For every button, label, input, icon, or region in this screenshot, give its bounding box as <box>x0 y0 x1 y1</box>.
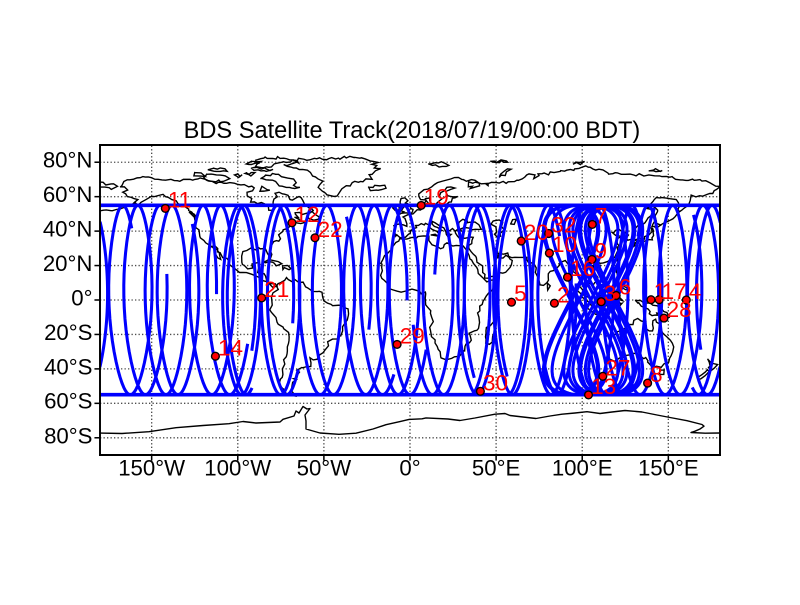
svg-text:50°W: 50°W <box>297 455 352 480</box>
svg-text:28: 28 <box>667 297 692 322</box>
svg-text:40°N: 40°N <box>43 217 93 242</box>
svg-text:20: 20 <box>524 220 549 245</box>
svg-text:16: 16 <box>570 256 595 281</box>
svg-text:0°: 0° <box>71 286 92 311</box>
svg-text:10: 10 <box>552 232 577 257</box>
svg-text:BDS Satellite Track(2018/07/19: BDS Satellite Track(2018/07/19/00:00 BDT… <box>184 118 641 144</box>
svg-text:21: 21 <box>264 277 289 302</box>
svg-text:32: 32 <box>551 213 576 238</box>
svg-text:100°W: 100°W <box>204 455 271 480</box>
svg-text:2: 2 <box>557 282 570 307</box>
svg-text:5: 5 <box>514 281 527 306</box>
svg-text:30: 30 <box>483 370 508 395</box>
svg-text:20°N: 20°N <box>43 251 93 276</box>
svg-text:13: 13 <box>591 374 616 399</box>
svg-text:40°S: 40°S <box>44 354 92 379</box>
svg-text:150°E: 150°E <box>638 455 699 480</box>
svg-text:22: 22 <box>318 217 343 242</box>
svg-text:60°N: 60°N <box>43 182 93 207</box>
svg-text:60°S: 60°S <box>44 389 92 414</box>
svg-text:11: 11 <box>168 188 191 213</box>
svg-text:19: 19 <box>424 184 449 209</box>
svg-text:17: 17 <box>662 279 687 304</box>
svg-text:100°E: 100°E <box>552 455 613 480</box>
svg-text:150°W: 150°W <box>118 455 185 480</box>
svg-text:50°E: 50°E <box>472 455 520 480</box>
svg-text:20°S: 20°S <box>44 320 92 345</box>
svg-text:9: 9 <box>594 238 607 263</box>
svg-text:12: 12 <box>295 202 320 227</box>
svg-text:1: 1 <box>654 279 667 304</box>
svg-text:8: 8 <box>650 362 663 387</box>
svg-text:7: 7 <box>595 203 608 228</box>
svg-text:80°S: 80°S <box>44 423 92 448</box>
svg-text:14: 14 <box>218 335 243 360</box>
svg-text:29: 29 <box>400 323 425 348</box>
svg-text:0°: 0° <box>399 455 420 480</box>
svg-text:3: 3 <box>604 281 617 306</box>
svg-text:4: 4 <box>689 279 702 304</box>
svg-text:27: 27 <box>605 355 630 380</box>
svg-text:6: 6 <box>619 275 632 300</box>
svg-text:80°N: 80°N <box>43 148 93 173</box>
